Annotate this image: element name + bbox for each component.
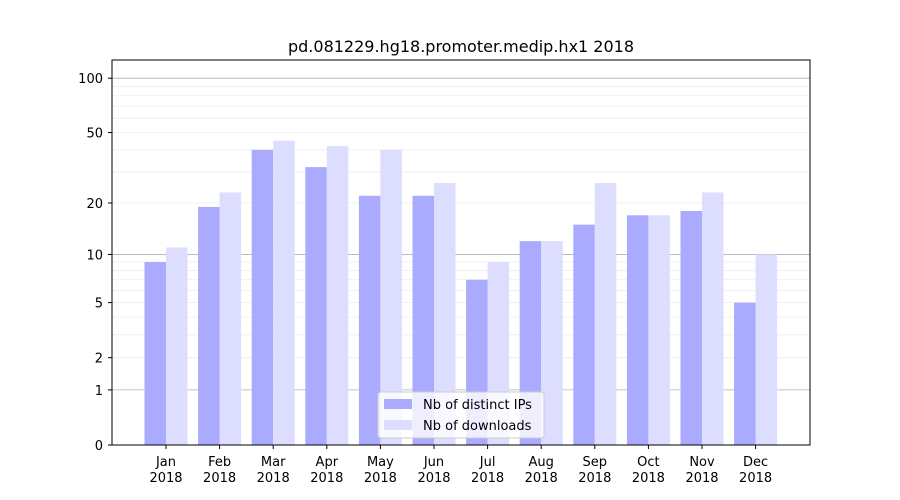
x-tick-label: 2018 [417,471,450,486]
bar-downloads [380,149,402,446]
x-tick-label: Aug [529,455,554,470]
bar-distinct-ips [680,210,702,445]
y-tick-label: 100 [78,72,103,87]
x-tick-label: Mar [261,455,286,470]
legend-swatch-downloads [384,420,412,430]
bar-distinct-ips [734,302,756,445]
y-tick-label: 5 [95,297,103,312]
x-tick-label: 2018 [149,471,182,486]
x-tick-label: Oct [637,455,659,470]
x-tick-label: Feb [208,455,231,470]
y-tick-label: 50 [86,127,103,142]
bar-distinct-ips [358,195,381,445]
bar-distinct-ips [573,224,595,445]
x-tick-label: Nov [689,455,715,470]
legend-label-ips: Nb of distinct IPs [423,398,532,413]
bar-downloads [648,215,670,445]
bar-distinct-ips [198,206,220,445]
x-tick-label: 2018 [578,471,611,486]
x-tick-label: Dec [743,455,768,470]
y-tick-label: 10 [86,248,103,263]
bar-downloads [541,241,563,445]
x-tick-label: 2018 [525,471,558,486]
bar-downloads [702,192,724,445]
y-tick-label: 1 [95,384,103,399]
bar-downloads [219,192,242,445]
bar-downloads [434,183,456,445]
x-tick-label: 2018 [257,471,290,486]
x-tick-label: 2018 [364,471,397,486]
y-tick-label: 0 [95,439,103,454]
x-tick-label: Jul [479,455,496,470]
plot-frame [111,59,811,446]
bar-downloads [594,183,617,445]
bar-downloads [166,247,188,445]
x-tick-label: Jan [155,455,176,470]
bar-downloads [273,140,295,445]
bar-distinct-ips [251,149,274,446]
x-tick-label: Apr [316,455,339,470]
bar-distinct-ips [626,215,649,445]
x-tick-label: Jun [423,455,444,470]
bar-distinct-ips [412,195,434,445]
y-tick-label: 2 [95,352,103,367]
legend-swatch-ips [384,399,412,409]
bar-distinct-ips [305,167,327,446]
legend: Nb of distinct IPs Nb of downloads [377,391,545,439]
x-tick-label: 2018 [632,471,665,486]
x-tick-label: 2018 [739,471,772,486]
x-tick-label: 2018 [685,471,718,486]
x-tick-label: 2018 [310,471,343,486]
bar-downloads [326,146,349,446]
x-tick-label: Sep [583,455,608,470]
x-tick-label: May [367,455,394,470]
legend-label-downloads: Nb of downloads [423,419,532,434]
y-tick-label: 20 [86,197,103,212]
bar-distinct-ips [144,262,166,445]
x-tick-label: 2018 [203,471,236,486]
x-tick-label: 2018 [471,471,504,486]
chart-title: pd.081229.hg18.promoter.medip.hx1 2018 [288,37,634,56]
bar-downloads [755,254,778,445]
